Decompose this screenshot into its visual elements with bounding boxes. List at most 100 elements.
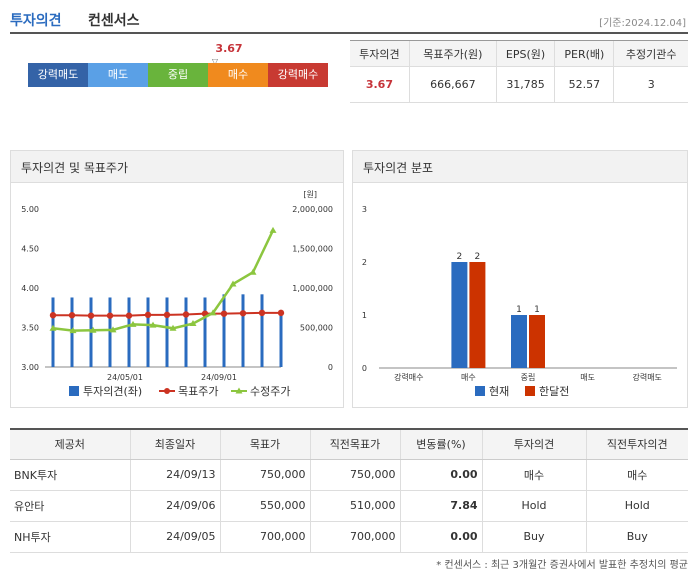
summary-estimator-count: 3 [613,66,688,103]
distribution-bar [469,262,486,368]
target-price-point [68,312,76,319]
adjusted-price-point [249,268,257,275]
y-tick-label: 3 [362,205,367,214]
column-header: 목표가 [219,428,310,460]
legend-swatch-opinion [69,386,79,396]
reference-date: [기준:2024.12.04] [599,18,686,29]
last-date: 24/09/13 [129,459,220,491]
summary-header: EPS(원) [495,40,555,67]
bar-value-label: 1 [516,305,522,315]
opinion: 매수 [481,459,586,491]
broker-name: NH투자 [10,521,130,553]
opinion-target-chart: 5.00 4.50 4.00 3.50 3.00 [원] 2,000,000 1,500,00… [21,190,333,398]
prev-target-price: 700,000 [309,521,400,553]
opinion-bar [241,294,245,367]
legend-marker-adjusted [235,387,243,394]
target-price: 550,000 [219,490,310,522]
legend-swatch-current [475,386,485,396]
table-row: 유안타 24/09/06 550,000 510,000 7.84 Hold H… [10,490,688,522]
y-right-tick-label: 2,000,000 [292,205,333,214]
column-header: 투자의견 [481,428,586,460]
opinion-bar [51,297,55,367]
y-left-tick-label: 4.50 [21,245,39,254]
y-left-tick-label: 3.50 [21,324,39,333]
summary-header: 추정기관수 [613,40,688,67]
prev-opinion: Buy [585,521,688,553]
bar-value-label: 2 [457,252,463,262]
prev-target-price: 750,000 [309,459,400,491]
section-title-main: 투자의견 [10,13,62,29]
broker-name: 유안타 [10,490,130,522]
column-header: 제공처 [10,428,130,460]
y-tick-label: 1 [362,311,367,320]
section-header: 투자의견 컨센서스 [기준:2024.12.04] [10,8,688,34]
broker-name: BNK투자 [10,459,130,491]
target-price-point [239,310,247,317]
opinion-bar [260,294,264,367]
legend-label: 수정주가 [250,385,290,398]
target-price-point [125,312,133,319]
opinion-bar [279,314,283,367]
adjusted-price-point [109,326,117,333]
bar-value-label: 1 [534,305,540,315]
change-rate: 0.00 [399,459,482,491]
distribution-bar [529,315,545,368]
legend-swatch-month-ago [525,386,535,396]
adjusted-price-point [189,320,197,327]
summary-eps: 31,785 [495,66,555,103]
panel-title: 투자의견 및 목표주가 [11,151,343,183]
x-tick-label: 매도 [580,373,595,382]
opinion-bar [184,297,188,367]
column-header: 직전투자의견 [585,428,688,460]
distribution-bar [451,262,468,368]
panel-title: 투자의견 분포 [353,151,687,183]
opinion: Hold [481,490,586,522]
legend-label: 투자의견(좌) [83,385,142,398]
gauge-segment-strong-buy: 강력매수 [268,63,328,87]
opinion-bar [203,297,207,367]
x-tick-label: 24/05/01 [107,373,143,382]
gauge-score: 3.67 [215,42,243,55]
target-price: 750,000 [219,459,310,491]
gauge-segment-neutral: 중립 [148,63,208,87]
y-left-tick-label: 3.00 [21,363,39,372]
legend-marker-target [164,388,170,394]
gauge-pointer-icon: ▽ [211,57,219,66]
x-tick-label: 중립 [521,373,536,382]
summary-target-price: 666,667 [408,66,497,103]
adjusted-price-point [269,226,277,233]
last-date: 24/09/06 [129,490,220,522]
target-price-point [258,309,266,317]
opinion-distribution-panel: 투자의견 분포 3 2 1 0 강력매수 매수 2 2 중립 1 1 매도 강력매도 현재 한달전 [352,150,688,408]
column-header: 최종일자 [129,428,220,460]
opinion-target-panel: 투자의견 및 목표주가 5.00 4.50 4.00 3.50 3.00 [원] 2,000… [10,150,344,408]
y-right-tick-label: 1,500,000 [292,245,333,254]
prev-opinion: 매수 [585,459,688,491]
consensus-summary-table: 투자의견 목표주가(원) EPS(원) PER(배) 추정기관수 3.67 66… [350,40,688,103]
adjusted-price-point [169,324,177,331]
x-tick-label: 강력매수 [394,372,423,382]
legend-label: 한달전 [539,385,569,398]
x-tick-label: 24/09/01 [201,373,237,382]
adjusted-price-point [209,309,217,316]
target-price-point [182,311,190,318]
adjusted-price-line [52,229,275,332]
y-right-unit-label: [원] [303,190,317,199]
opinion-bar [146,297,150,367]
y-left-tick-label: 5.00 [21,205,39,214]
summary-per: 52.57 [554,66,614,103]
section-title-sub: 컨센서스 [88,13,140,29]
gauge-segment-strong-sell: 강력매도 [28,63,88,87]
y-right-tick-label: 1,000,000 [292,284,333,293]
bar-value-label: 2 [475,252,481,262]
target-price-point [87,312,95,319]
column-header: 직전목표가 [309,428,400,460]
summary-opinion: 3.67 [350,66,410,103]
consensus-footnote: * 컨센서스 : 최근 3개월간 증권사에서 발표한 추정치의 평균 [436,560,688,571]
legend-label: 현재 [489,385,509,398]
table-row: NH투자 24/09/05 700,000 700,000 0.00 Buy B… [10,521,688,553]
target-price-point [144,311,152,319]
change-rate: 7.84 [399,490,482,522]
x-tick-label: 매수 [461,373,476,382]
